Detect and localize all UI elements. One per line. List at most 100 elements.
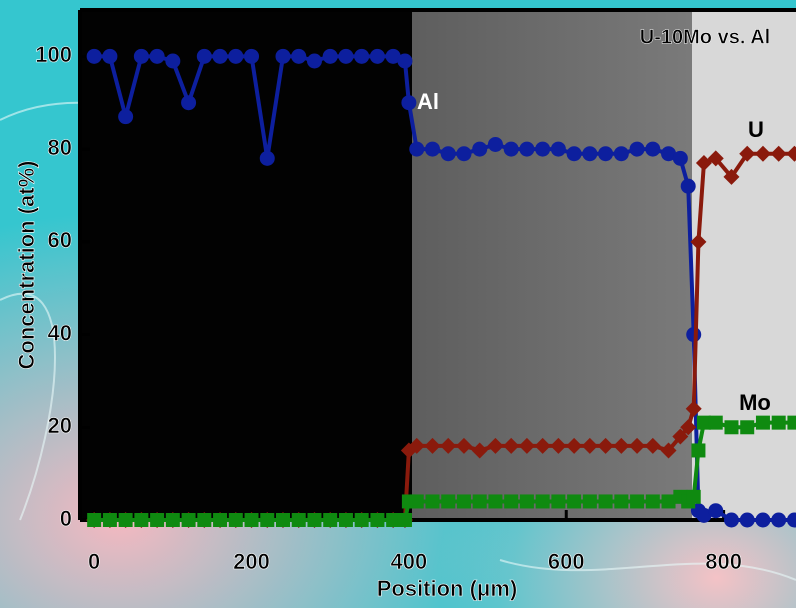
data-point <box>755 513 770 528</box>
data-point <box>598 146 613 161</box>
data-point <box>691 443 705 457</box>
series-label: U <box>748 117 764 142</box>
x-tick-label: 200 <box>233 549 270 574</box>
data-point <box>229 513 243 527</box>
data-point <box>551 494 565 508</box>
data-point <box>354 49 369 64</box>
x-tick-label: 0 <box>88 549 100 574</box>
series-label: Al <box>417 89 439 114</box>
data-point <box>473 494 487 508</box>
data-point <box>197 513 211 527</box>
data-point <box>673 151 688 166</box>
data-point <box>709 416 723 430</box>
data-point <box>260 151 275 166</box>
data-point <box>681 179 696 194</box>
data-point <box>567 494 581 508</box>
data-point <box>338 49 353 64</box>
x-tick-label: 400 <box>391 549 428 574</box>
data-point <box>504 494 518 508</box>
data-point <box>275 49 290 64</box>
chart: U-10Mo vs. Al Position (μm) Concentratio… <box>0 0 796 608</box>
data-point <box>488 137 503 152</box>
micrograph-region <box>692 10 796 520</box>
data-point <box>87 49 102 64</box>
data-point <box>756 416 770 430</box>
y-tick-label: 100 <box>35 42 72 67</box>
series-label: Mo <box>739 390 771 415</box>
data-point <box>630 494 644 508</box>
data-point <box>787 416 796 430</box>
data-point <box>425 494 439 508</box>
data-point <box>118 109 133 124</box>
y-axis-label: Concentration (at%) <box>14 161 39 370</box>
y-tick-label: 60 <box>48 228 72 253</box>
data-point <box>425 142 440 157</box>
data-point <box>119 513 133 527</box>
data-point <box>645 142 660 157</box>
data-point <box>687 490 701 504</box>
data-point <box>724 513 739 528</box>
data-point <box>504 142 519 157</box>
chart-title: U-10Mo vs. Al <box>640 26 770 48</box>
data-point <box>441 494 455 508</box>
data-point <box>708 503 723 518</box>
data-point <box>339 513 353 527</box>
data-point <box>567 146 582 161</box>
data-point <box>646 494 660 508</box>
data-point <box>292 513 306 527</box>
data-point <box>401 95 416 110</box>
data-point <box>245 513 259 527</box>
x-tick-label: 600 <box>548 549 585 574</box>
data-point <box>102 49 117 64</box>
data-point <box>456 146 471 161</box>
data-point <box>323 513 337 527</box>
data-point <box>181 95 196 110</box>
data-point <box>213 513 227 527</box>
x-tick-label: 800 <box>705 549 742 574</box>
data-point <box>228 49 243 64</box>
data-point <box>771 513 786 528</box>
y-tick-label: 80 <box>48 135 72 160</box>
data-point <box>166 513 180 527</box>
data-point <box>772 416 786 430</box>
data-point <box>630 142 645 157</box>
data-point <box>323 49 338 64</box>
y-tick-label: 20 <box>48 413 72 438</box>
data-point <box>355 513 369 527</box>
data-point <box>519 142 534 157</box>
data-point <box>134 49 149 64</box>
data-point <box>740 513 755 528</box>
data-point <box>182 513 196 527</box>
data-point <box>614 494 628 508</box>
data-point <box>397 54 412 69</box>
data-point <box>134 513 148 527</box>
data-point <box>87 513 101 527</box>
data-point <box>307 54 322 69</box>
data-point <box>599 494 613 508</box>
data-point <box>535 142 550 157</box>
data-point <box>457 494 471 508</box>
data-point <box>370 49 385 64</box>
data-point <box>165 54 180 69</box>
data-point <box>398 513 412 527</box>
data-point <box>307 513 321 527</box>
data-point <box>244 49 259 64</box>
data-point <box>472 142 487 157</box>
data-point <box>520 494 534 508</box>
data-point <box>150 49 165 64</box>
data-point <box>213 49 228 64</box>
data-point <box>260 513 274 527</box>
data-point <box>614 146 629 161</box>
data-point <box>583 494 597 508</box>
data-point <box>409 142 424 157</box>
y-tick-label: 40 <box>48 320 72 345</box>
data-point <box>551 142 566 157</box>
data-point <box>724 420 738 434</box>
data-point <box>150 513 164 527</box>
y-tick-label: 0 <box>60 506 72 531</box>
data-point <box>740 420 754 434</box>
data-point <box>582 146 597 161</box>
data-point <box>197 49 212 64</box>
data-point <box>410 494 424 508</box>
data-point <box>370 513 384 527</box>
